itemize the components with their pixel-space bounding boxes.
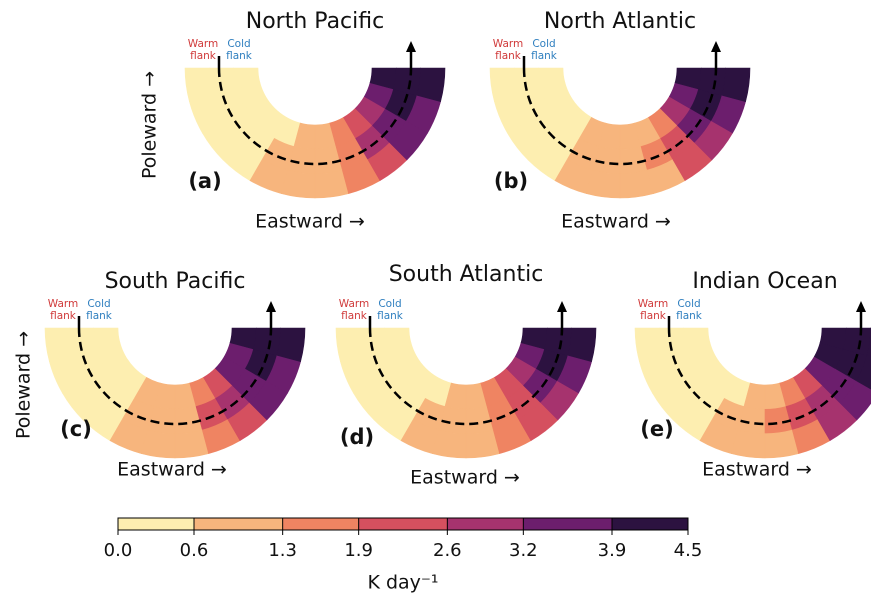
warm-flank-label: flank: [341, 310, 368, 322]
heat-cell: [140, 429, 176, 459]
panel-label: (d): [340, 425, 374, 449]
panel-title: South Atlantic: [389, 262, 544, 287]
colorbar-tick-label: 3.2: [509, 540, 538, 561]
dashed-arc: [217, 67, 413, 166]
warm-flank-label: Warm: [188, 38, 219, 50]
dashed-arc: [77, 327, 273, 426]
dashed-arc: [522, 67, 718, 166]
warm-flank-label: flank: [50, 310, 77, 322]
warm-flank-label: flank: [495, 50, 522, 62]
x-axis-label: Eastward →: [410, 467, 520, 489]
cold-flank-label: flank: [377, 310, 404, 322]
dashed-arc: [368, 327, 564, 426]
heat-cell: [416, 67, 446, 103]
heat-cell: [839, 380, 871, 421]
y-axis-label: Poleward →: [13, 331, 35, 439]
heat-cell: [567, 327, 597, 363]
heat-cell: [276, 327, 306, 363]
cold-flank-label: flank: [226, 50, 253, 62]
x-axis-label: Eastward →: [702, 459, 812, 481]
heat-cell: [866, 327, 871, 357]
cold-flank-label: Cold: [677, 298, 700, 310]
arrow-head: [406, 41, 416, 52]
colorbar-segment: [523, 518, 612, 530]
panel-label: (e): [640, 417, 673, 441]
colorbar-tick-label: 4.5: [674, 540, 703, 561]
arrow-head: [266, 301, 276, 312]
panel-label: (b): [494, 169, 528, 193]
arrow-head: [557, 301, 567, 312]
colorbar-tick-label: 0.0: [104, 540, 133, 561]
heat-cell: [431, 429, 467, 459]
warm-flank-label: Warm: [339, 298, 370, 310]
colorbar-segment: [118, 518, 194, 530]
colorbar-segment: [358, 518, 448, 530]
colorbar-segment: [194, 518, 283, 530]
cold-flank-label: flank: [86, 310, 113, 322]
y-axis-label: Poleward →: [139, 71, 161, 179]
colorbar-tick-label: 1.3: [268, 540, 297, 561]
panel-title: North Atlantic: [544, 9, 696, 34]
warm-flank-label: flank: [640, 310, 667, 322]
heat-cell: [585, 169, 621, 199]
colorbar-tick-label: 2.6: [433, 540, 462, 561]
colorbar-label: K day⁻¹: [367, 572, 438, 594]
panel-label: (c): [60, 417, 92, 441]
colorbar-segment: [282, 518, 359, 530]
cold-flank-label: Cold: [227, 38, 250, 50]
dashed-arc: [667, 327, 863, 426]
arrow-head: [856, 301, 866, 312]
panel-title: South Pacific: [105, 269, 246, 294]
x-axis-label: Eastward →: [117, 459, 227, 481]
cold-flank-label: Cold: [532, 38, 555, 50]
colorbar-segment: [447, 518, 524, 530]
x-axis-label: Eastward →: [255, 211, 365, 233]
cold-flank-label: Cold: [378, 298, 401, 310]
warm-flank-label: flank: [190, 50, 217, 62]
colorbar-segment: [612, 518, 688, 530]
heat-cell: [856, 354, 871, 390]
heat-cell: [730, 429, 766, 459]
cold-flank-label: flank: [531, 50, 558, 62]
warm-flank-label: Warm: [493, 38, 524, 50]
colorbar-tick-label: 1.9: [344, 540, 373, 561]
panel-label: (a): [188, 169, 221, 193]
heat-cell: [721, 67, 751, 103]
panel-title: Indian Ocean: [692, 269, 837, 294]
cold-flank-label: Cold: [87, 298, 110, 310]
heat-cell: [280, 169, 316, 199]
cold-flank-label: flank: [676, 310, 703, 322]
x-axis-label: Eastward →: [561, 211, 671, 233]
arrow-head: [711, 41, 721, 52]
warm-flank-label: Warm: [48, 298, 79, 310]
warm-flank-label: Warm: [638, 298, 669, 310]
panel-title: North Pacific: [246, 9, 384, 34]
colorbar-tick-label: 0.6: [180, 540, 209, 561]
colorbar-tick-label: 3.9: [598, 540, 627, 561]
